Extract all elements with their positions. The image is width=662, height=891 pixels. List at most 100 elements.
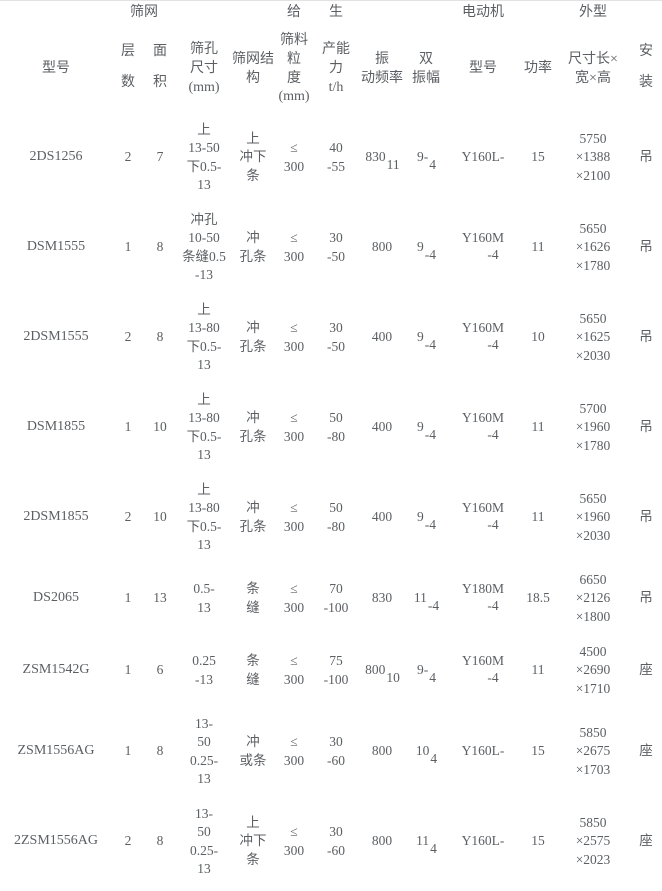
cell-capacity: 30 -50	[314, 203, 358, 293]
cap-line1: 30	[329, 320, 343, 336]
motor-model-value: Y160M	[461, 320, 504, 336]
motor-model-value: Y180M	[461, 581, 504, 597]
table-row: DS2065 1 13 0.5- 13 条缝 ≤300 70 -100 830 11-4 Y180M -…	[0, 563, 662, 635]
cell-power: 15	[520, 113, 556, 203]
cell-power: 11	[520, 203, 556, 293]
cell-capacity: 30 -60	[314, 707, 358, 797]
power-value: 10	[531, 329, 545, 345]
cell-motor-model: Y180M -4	[446, 563, 520, 635]
cap-line1: 30	[329, 824, 343, 840]
struct-line3: 条	[246, 167, 260, 183]
cell-frequency: 80010	[358, 635, 406, 707]
header-group-row: 筛网 给 生 电动机 外型	[0, 0, 662, 27]
cell-dimensions: 5850 ×2575 ×2023	[556, 797, 630, 887]
cell-model: 2DSM1855	[0, 473, 112, 563]
cell-hole-size: 13- 50 0.25- 13	[176, 797, 232, 887]
cell-power: 15	[520, 707, 556, 797]
header-group-blank-amp	[406, 0, 446, 27]
cell-layers: 2	[112, 113, 144, 203]
cap-line2: -100	[323, 671, 349, 687]
amp-value: 11	[416, 833, 430, 849]
amp-value-2: 4	[430, 841, 437, 857]
cell-motor-model: Y160M -4	[446, 473, 520, 563]
cell-area: 8	[144, 293, 176, 383]
header-group-feed: 给	[274, 0, 314, 27]
power-value: 11	[531, 419, 545, 435]
motor-model-value: Y160M	[461, 230, 504, 246]
cell-amplitude: 11-4	[406, 563, 446, 635]
cell-frequency: 400	[358, 293, 406, 383]
layers-value: 1	[124, 239, 132, 255]
power-value: 18.5	[526, 590, 550, 606]
struct-line1: 上	[246, 815, 260, 831]
dim-line3: ×1800	[575, 608, 611, 624]
freq-value: 830	[365, 149, 386, 165]
feed-line1: ≤	[290, 824, 298, 840]
dim-line2: ×2690	[575, 662, 611, 678]
motor-model-value-2: -4	[487, 336, 499, 352]
cap-line2: -80	[327, 518, 345, 534]
header-dimensions: 尺寸长× 宽×高	[556, 27, 630, 113]
amp-value: 9-	[417, 149, 429, 165]
motor-model-value-2: -4	[487, 246, 499, 262]
struct-line2: 缝	[246, 599, 260, 615]
dim-line1: 6650	[579, 572, 607, 588]
header-dimensions-line1: 尺寸长×	[568, 51, 618, 67]
header-installation: 安 装	[630, 27, 662, 113]
table-row: DSM1555 1 8 冲孔 10-50 条缝0.5 -13 冲孔条 ≤300 30 -50 800 9…	[0, 203, 662, 293]
header-frequency-line1: 振	[375, 51, 389, 67]
cell-frequency: 800	[358, 797, 406, 887]
cell-mesh-structure: 冲孔条	[232, 473, 274, 563]
motor-model-value-2: -4	[487, 597, 499, 613]
header-group-blank-power	[520, 0, 556, 27]
area-value: 8	[156, 239, 164, 255]
cap-line1: 70	[329, 581, 343, 597]
hole-line3: 13	[197, 599, 211, 615]
table-row: 2DSM1555 2 8 上 13-80 下0.5- 13 冲孔条 ≤300 30 -50 400 9-…	[0, 293, 662, 383]
cell-hole-size: 0.25 -13	[176, 635, 232, 707]
dim-line2: ×1960	[575, 509, 611, 525]
amp-value-2: 4	[429, 157, 436, 173]
area-value: 10	[153, 509, 167, 525]
header-motor-model: 型号	[469, 61, 497, 77]
cell-model: 2DS1256	[0, 113, 112, 203]
hole-line1: 冲孔	[190, 212, 218, 228]
freq-value: 400	[371, 329, 393, 345]
hole-line4: 13	[197, 176, 211, 192]
power-value: 15	[531, 743, 545, 759]
cell-area: 10	[144, 473, 176, 563]
table-body: 2DS1256 2 7 上 13-50 下0.5- 13 上冲下条 ≤300 40 -55 83011…	[0, 113, 662, 887]
cell-model: ZSM1556AG	[0, 707, 112, 797]
header-feed-size-line2: 度	[287, 70, 301, 86]
cell-feed-size: ≤300	[274, 635, 314, 707]
header-hole-size-line1: 筛孔	[189, 42, 218, 58]
model-value: 2DS1256	[29, 149, 83, 165]
amp-value-2: 4	[430, 751, 438, 767]
install-value: 吊	[639, 149, 653, 165]
struct-line1: 冲	[246, 320, 260, 336]
feed-line1: ≤	[290, 320, 298, 336]
freq-value: 400	[371, 419, 393, 435]
cell-motor-model: Y160M -4	[446, 203, 520, 293]
cell-mesh-structure: 冲孔条	[232, 383, 274, 473]
amp-value: 9	[417, 509, 424, 525]
freq-value: 830	[371, 590, 393, 606]
cell-dimensions: 5750 ×1388 ×2100	[556, 113, 630, 203]
hole-line3: 下0.5-	[186, 518, 222, 534]
cell-layers: 2	[112, 473, 144, 563]
header-capacity-line2: 力	[329, 61, 343, 77]
cell-motor-model: Y160L-	[446, 113, 520, 203]
header-sub-row: 型号 层 数 面 积 筛孔 尺寸 (mm)	[0, 27, 662, 113]
model-value: DS2065	[33, 590, 79, 606]
cell-feed-size: ≤300	[274, 293, 314, 383]
amp-value: 9-	[417, 662, 429, 678]
cell-area: 7	[144, 113, 176, 203]
header-installation-line2: 装	[639, 74, 653, 90]
cell-motor-model: Y160M -4	[446, 383, 520, 473]
hole-line4: -13	[195, 266, 213, 282]
cell-power: 15	[520, 797, 556, 887]
layers-value: 1	[124, 662, 132, 678]
cell-frequency: 400	[358, 383, 406, 473]
hole-line1: 13-	[195, 716, 213, 732]
